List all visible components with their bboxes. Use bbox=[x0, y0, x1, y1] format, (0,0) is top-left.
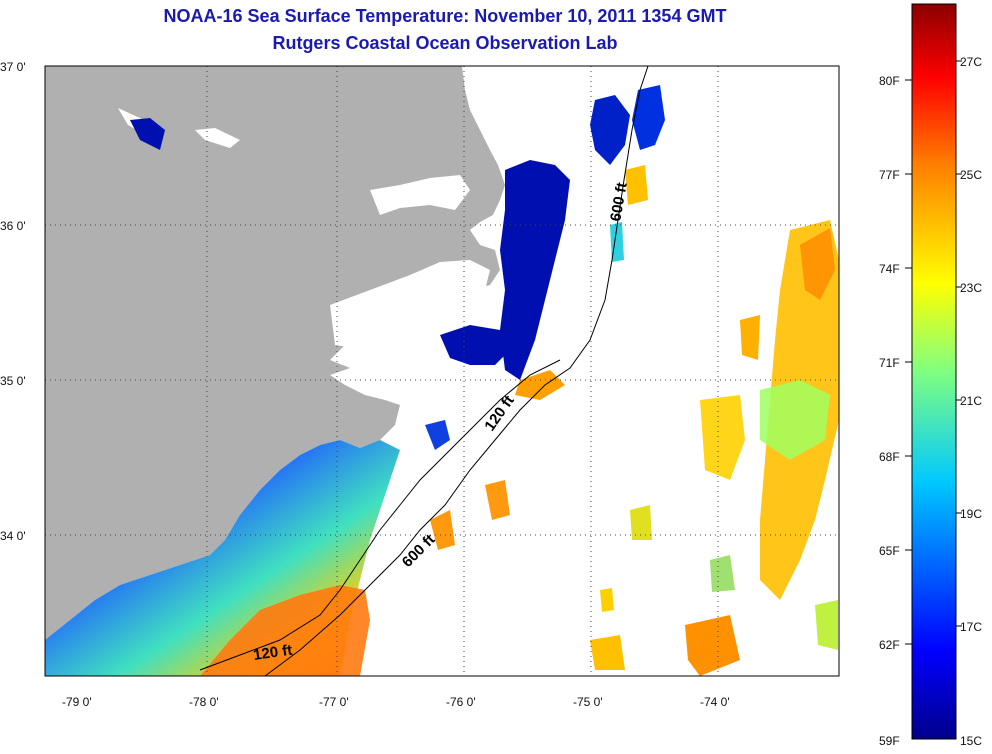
lon-label: -76 0' bbox=[446, 695, 476, 709]
colorbar-f-label: 80F bbox=[879, 74, 900, 88]
colorbar-f-label: 71F bbox=[879, 356, 900, 370]
sst-blob-9 bbox=[740, 315, 760, 360]
lon-label: -77 0' bbox=[319, 695, 349, 709]
sst-blob-11 bbox=[710, 555, 735, 592]
colorbar-c-label: 17C bbox=[960, 620, 982, 634]
lat-label: 36 0' bbox=[0, 219, 26, 233]
colorbar-c-label: 19C bbox=[960, 507, 982, 521]
graticule bbox=[45, 66, 839, 676]
map-subtitle: Rutgers Coastal Ocean Observation Lab bbox=[272, 33, 618, 53]
colorbar bbox=[911, 3, 957, 740]
sst-cold-patch-6 bbox=[130, 118, 165, 150]
colorbar-c-label: 15C bbox=[960, 734, 982, 748]
sst-blob-7 bbox=[815, 600, 838, 650]
sst-blob-8 bbox=[630, 505, 652, 540]
sst-cold-patch-1 bbox=[500, 160, 570, 380]
sst-blob-12 bbox=[625, 165, 648, 205]
sst-blob-4 bbox=[485, 480, 510, 520]
lon-label: -75 0' bbox=[573, 695, 603, 709]
lat-label: 35 0' bbox=[0, 374, 26, 388]
lon-label: -78 0' bbox=[189, 695, 219, 709]
contour-label-120-south: 120 ft bbox=[252, 642, 293, 664]
sst-cold-patch-5 bbox=[425, 420, 450, 450]
colorbar-f-label: 74F bbox=[879, 262, 900, 276]
sst-blob-2 bbox=[685, 615, 740, 676]
contour-600ft bbox=[264, 66, 649, 676]
colorbar-c-label: 27C bbox=[960, 55, 982, 69]
sst-gulfstream-core bbox=[800, 228, 835, 300]
colorbar-ticks bbox=[905, 60, 962, 645]
sst-cold-patch-2 bbox=[440, 325, 510, 365]
lon-label: -79 0' bbox=[62, 695, 92, 709]
colorbar-f-label: 65F bbox=[879, 544, 900, 558]
sst-blob-10 bbox=[600, 588, 614, 612]
sst-blob-3 bbox=[590, 635, 625, 670]
lon-label: -74 0' bbox=[700, 695, 730, 709]
contour-120ft bbox=[199, 359, 561, 671]
sst-blob-5 bbox=[430, 510, 455, 550]
colorbar-f-label: 62F bbox=[879, 638, 900, 652]
colorbar-c-label: 25C bbox=[960, 168, 982, 182]
colorbar-f-label: 68F bbox=[879, 450, 900, 464]
lat-label: 37 0' bbox=[0, 60, 26, 74]
colorbar-f-label: 77F bbox=[879, 168, 900, 182]
sst-warm-shelf bbox=[200, 585, 370, 676]
colorbar-c-label: 23C bbox=[960, 281, 982, 295]
sst-cold-patch-3 bbox=[590, 95, 630, 165]
lat-label: 34 0' bbox=[0, 529, 26, 543]
contour-label-600-north: 600 ft bbox=[607, 181, 631, 223]
colorbar-c-label: 21C bbox=[960, 394, 982, 408]
sst-blob-1 bbox=[700, 395, 745, 480]
colorbar-f-label: 59F bbox=[879, 734, 900, 748]
sst-cold-patch-4 bbox=[632, 85, 665, 150]
map-border bbox=[44, 65, 840, 677]
pamlico-sound bbox=[330, 260, 490, 348]
map-title: NOAA-16 Sea Surface Temperature: Novembe… bbox=[163, 6, 727, 26]
albemarle-sound bbox=[370, 175, 470, 215]
sst-green-patch bbox=[760, 380, 830, 460]
inland-water bbox=[195, 128, 240, 148]
